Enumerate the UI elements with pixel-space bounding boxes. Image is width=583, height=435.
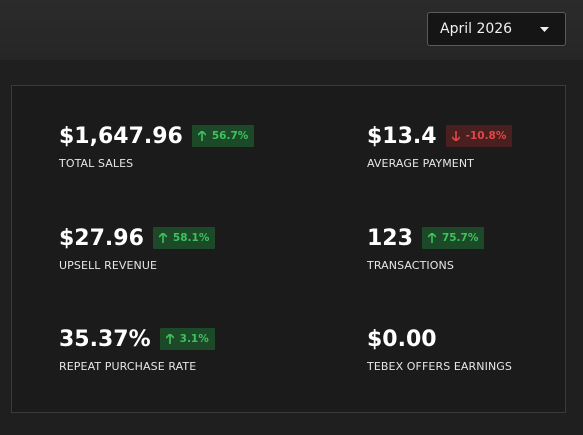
metric-label: REPEAT PURCHASE RATE <box>59 360 197 373</box>
trend-arrow <box>451 131 460 141</box>
change-badge: -10.8% <box>445 125 513 147</box>
change-text: 58.1% <box>172 232 210 244</box>
metric-label: TEBEX OFFERS EARNINGS <box>367 360 513 373</box>
change-badge: 56.7% <box>191 125 255 147</box>
metric-label: AVERAGE PAYMENT <box>367 157 475 170</box>
change-badge: 3.1% <box>159 328 215 350</box>
metric-value: $13.4 <box>367 123 437 149</box>
metric: $13.4 -10.8% AVERAGE PAYMENT <box>367 121 513 170</box>
trend-arrow <box>165 334 174 344</box>
metric-value-row: $13.4 -10.8% <box>367 121 513 151</box>
metric-value: $0.00 <box>367 326 437 352</box>
metric: 35.37% 3.1% REPEAT PURCHASE RATE <box>59 324 215 373</box>
metric-value-row: $1,647.96 56.7% <box>59 121 255 151</box>
metric: $0.00 TEBEX OFFERS EARNINGS <box>367 324 513 374</box>
metric-label: TOTAL SALES <box>59 157 134 170</box>
trend-arrow <box>158 233 167 243</box>
change-badge: 75.7% <box>421 227 485 249</box>
dropdown-caret <box>540 27 549 32</box>
metric: $27.96 58.1% UPSELL REVENUE <box>59 223 216 272</box>
metric-label: TRANSACTIONS <box>367 259 454 272</box>
metric-value: 35.37% <box>59 326 151 352</box>
change-text: -10.8% <box>465 130 507 142</box>
metric: $1,647.96 56.7% TOTAL SALES <box>59 121 255 170</box>
change-text: 56.7% <box>211 130 249 142</box>
month-dropdown-text: April 2026 <box>440 21 513 37</box>
metric-value-row: 35.37% 3.1% <box>59 324 215 354</box>
metric-value-row: $27.96 58.1% <box>59 223 216 253</box>
metric: 123 75.7% TRANSACTIONS <box>367 223 485 272</box>
trend-arrow <box>197 131 206 141</box>
metric-value-row: 123 75.7% <box>367 223 485 253</box>
metric-value-row: $0.00 <box>367 324 512 354</box>
stats-panel: $1,647.96 56.7% TOTAL SALES $13.4 -10.8% AVER… <box>11 85 566 413</box>
top-bar: April 2026 <box>0 0 583 60</box>
metric-value: 123 <box>367 225 413 251</box>
change-text: 3.1% <box>179 333 209 345</box>
change-text: 75.7% <box>441 232 479 244</box>
metric-label: UPSELL REVENUE <box>59 259 158 272</box>
trend-arrow <box>427 233 436 243</box>
month-dropdown[interactable]: April 2026 <box>427 12 566 46</box>
metric-value: $1,647.96 <box>59 123 183 149</box>
change-badge: 58.1% <box>152 227 216 249</box>
metric-value: $27.96 <box>59 225 144 251</box>
